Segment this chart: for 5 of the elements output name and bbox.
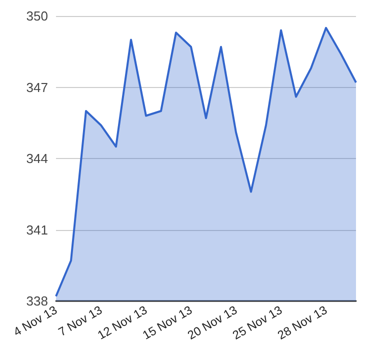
y-tick-label: 350 [26, 8, 48, 24]
y-tick-label: 347 [26, 80, 48, 95]
y-tick-label: 344 [26, 151, 48, 166]
y-tick-label: 338 [26, 294, 48, 308]
y-tick-label: 341 [26, 222, 48, 238]
